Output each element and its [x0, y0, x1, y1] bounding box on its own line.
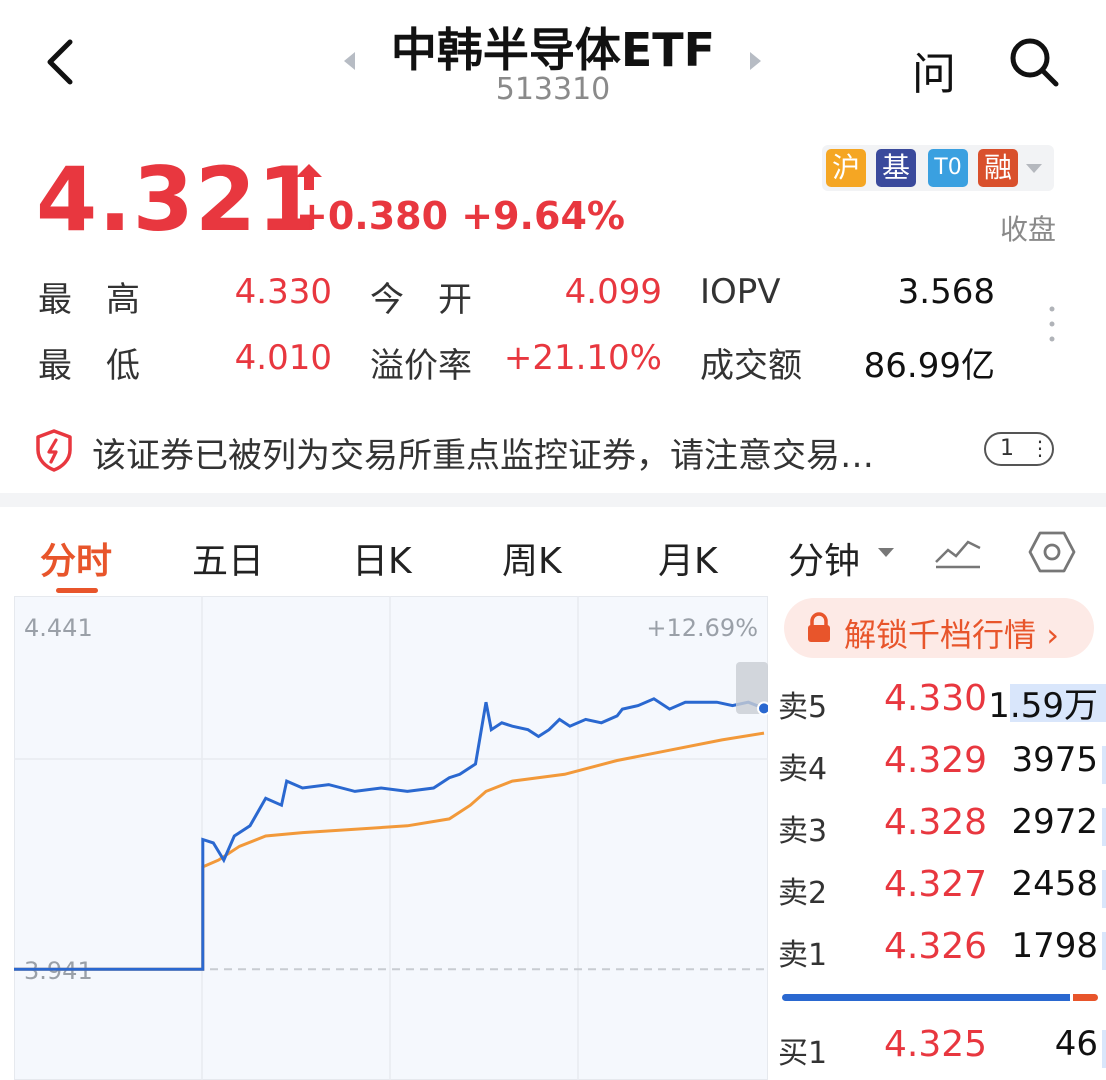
- indicator-chart-icon[interactable]: [934, 534, 982, 570]
- order-volume: 3975: [1011, 740, 1098, 780]
- order-price: 4.329: [884, 740, 988, 781]
- change-value: +0.380: [296, 194, 449, 238]
- order-label: 卖2: [778, 876, 828, 911]
- order-row-buy1[interactable]: 买1 4.325 46: [776, 1024, 1106, 1074]
- change-percent: +9.64%: [461, 194, 625, 238]
- chevron-right-icon: ›: [1046, 616, 1059, 654]
- stat-label-high: 最 高: [38, 280, 140, 320]
- chevron-down-icon[interactable]: [1026, 164, 1042, 173]
- chevron-down-icon[interactable]: [878, 548, 894, 557]
- order-label: 卖1: [778, 938, 828, 973]
- order-volume: 46: [1054, 1024, 1098, 1064]
- tab-weekly-k[interactable]: 周K: [502, 541, 562, 582]
- badge-label: 基: [881, 151, 910, 184]
- notice-text[interactable]: 该证券已被列为交易所重点监控证券，请注意交易…: [92, 436, 874, 476]
- prev-stock-icon[interactable]: [344, 52, 355, 70]
- order-volume: 2972: [1011, 802, 1098, 842]
- shield-warning-icon: [36, 429, 72, 472]
- badge-sh: 沪: [826, 149, 866, 187]
- chart-edge-handle[interactable]: [736, 662, 768, 714]
- badge-margin: 融: [978, 149, 1018, 187]
- order-volume-bar: [1102, 932, 1106, 970]
- badge-label: 融: [983, 151, 1012, 184]
- back-arrow-icon[interactable]: [30, 30, 90, 90]
- order-row-sell4[interactable]: 卖4 4.329 3975: [776, 740, 1106, 790]
- sell-ratio-fill: [782, 994, 1070, 1001]
- next-stock-icon[interactable]: [750, 52, 761, 70]
- ask-button[interactable]: 问: [912, 49, 956, 100]
- order-label: 卖4: [778, 752, 828, 787]
- order-row-sell2[interactable]: 卖2 4.327 2458: [776, 864, 1106, 914]
- badge-fund: 基: [876, 149, 916, 187]
- order-volume-bar: [1102, 746, 1106, 784]
- stat-value-premium: +21.10%: [503, 338, 662, 378]
- order-volume-bar: [1102, 808, 1106, 846]
- tab-daily-k[interactable]: 日K: [352, 541, 412, 582]
- stat-label-iopv: IOPV: [700, 272, 781, 312]
- unlock-depth-label[interactable]: 解锁千档行情 ›: [844, 610, 1059, 656]
- unlock-depth-button[interactable]: [784, 598, 1094, 658]
- order-price: 4.330: [884, 678, 988, 719]
- order-label: 卖3: [778, 814, 828, 849]
- last-price-dot: [757, 701, 768, 716]
- stat-value-open: 4.099: [564, 272, 662, 312]
- pct-top-label: +12.69%: [646, 614, 758, 642]
- search-icon[interactable]: [1006, 34, 1062, 90]
- order-price: 4.327: [884, 864, 988, 905]
- order-row-sell5[interactable]: 卖5 4.330 1.59万: [776, 678, 1106, 728]
- stat-label-open: 今 开: [370, 280, 472, 320]
- price-line: [14, 697, 765, 971]
- market-status: 收盘: [1000, 213, 1057, 246]
- order-volume-bar: [1102, 1030, 1106, 1068]
- order-volume: 1798: [1011, 926, 1098, 966]
- stat-value-iopv: 3.568: [897, 272, 995, 312]
- order-row-sell1[interactable]: 卖1 4.326 1798: [776, 926, 1106, 976]
- tab-five-day[interactable]: 五日: [192, 541, 265, 582]
- intraday-chart[interactable]: 4.441 +12.69% 3.941: [14, 596, 768, 1080]
- notice-count: 1: [1000, 436, 1014, 461]
- stat-label-low: 最 低: [38, 346, 140, 386]
- up-arrow-icon: [296, 164, 322, 190]
- price-change: +0.380 +9.64%: [296, 194, 625, 238]
- more-vertical-icon[interactable]: [1046, 304, 1058, 344]
- badge-label: 沪: [831, 151, 860, 184]
- order-label: 买1: [778, 1036, 828, 1071]
- stat-label-premium: 溢价率: [370, 346, 472, 386]
- y-axis-base-label: 3.941: [24, 957, 93, 985]
- average-price-line: [14, 731, 765, 971]
- order-volume-bar: [1010, 684, 1106, 722]
- buy-ratio-fill: [1072, 994, 1098, 1001]
- stat-label-turnover: 成交额: [700, 346, 802, 386]
- tab-intraday[interactable]: 分时: [40, 541, 113, 582]
- order-row-sell3[interactable]: 卖3 4.328 2972: [776, 802, 1106, 852]
- notice-count-badge[interactable]: 1 ⋮: [984, 432, 1054, 466]
- order-price: 4.326: [884, 926, 988, 967]
- badge-label: T0: [934, 155, 962, 180]
- stat-value-low: 4.010: [234, 338, 332, 378]
- badge-t0: T0: [928, 149, 968, 187]
- tab-minute[interactable]: 分钟: [788, 541, 861, 582]
- active-tab-indicator: [56, 588, 98, 593]
- order-price: 4.328: [884, 802, 988, 843]
- order-volume: 2458: [1011, 864, 1098, 904]
- lock-icon: [808, 612, 830, 642]
- stat-value-turnover: 86.99亿: [863, 346, 995, 386]
- unlock-label-text: 解锁千档行情: [844, 616, 1037, 654]
- tab-monthly-k[interactable]: 月K: [658, 541, 718, 582]
- settings-hexagon-icon[interactable]: [1028, 530, 1076, 574]
- order-price: 4.325: [884, 1024, 988, 1065]
- stat-value-high: 4.330: [234, 272, 332, 312]
- stock-code: 513310: [495, 72, 611, 107]
- order-label: 卖5: [778, 690, 828, 725]
- section-divider: [0, 493, 1106, 507]
- order-volume-bar: [1102, 870, 1106, 908]
- stock-title: 中韩半导体ETF: [390, 23, 716, 77]
- order-volume: 1.59万: [988, 686, 1098, 726]
- sell-buy-ratio-bar: [782, 994, 1098, 1001]
- current-price: 4.321: [36, 148, 320, 251]
- more-icon: ⋮: [1030, 436, 1050, 460]
- y-axis-top-label: 4.441: [24, 614, 93, 642]
